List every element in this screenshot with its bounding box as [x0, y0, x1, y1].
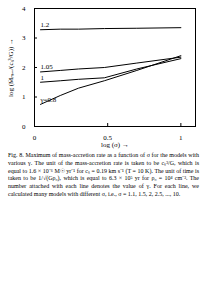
svg-text:0: 0 [22, 123, 26, 131]
svg-text:1: 1 [22, 93, 26, 101]
svg-text:3: 3 [22, 34, 26, 42]
svg-text:1.05: 1.05 [41, 63, 54, 71]
svg-text:log (Ṁₘₐₓ/(cₛ³/G)) →: log (Ṁₘₐₓ/(cₛ³/G)) → [7, 38, 15, 97]
svg-text:4: 4 [22, 5, 26, 13]
svg-text:log (σ) →: log (σ) → [101, 141, 129, 149]
svg-text:2: 2 [22, 64, 26, 72]
svg-text:1.2: 1.2 [41, 21, 50, 29]
svg-text:γ=0.8: γ=0.8 [40, 96, 57, 104]
svg-text:1: 1 [41, 73, 45, 81]
svg-text:0.5: 0.5 [103, 134, 113, 143]
html-text:Fig. 8. Maximum of mass-accret: Fig. 8. Maximum of mass-accretion rate a… [8, 152, 199, 197]
svg-text:1: 1 [179, 134, 183, 142]
svg-text:0: 0 [33, 134, 37, 142]
